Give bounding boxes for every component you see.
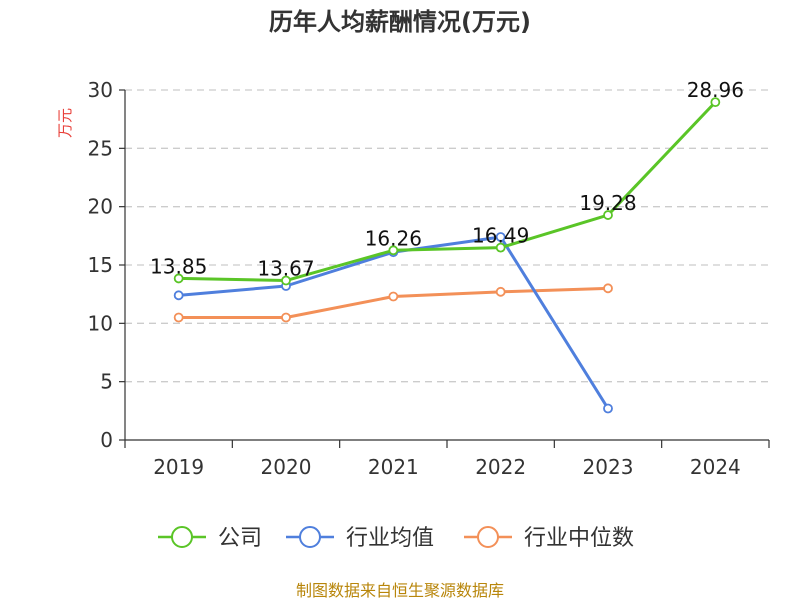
chart-title: 历年人均薪酬情况(万元) (269, 8, 531, 36)
x-tick-label: 2022 (475, 455, 526, 479)
x-tick-label: 2020 (261, 455, 312, 479)
x-tick-label: 2021 (368, 455, 419, 479)
data-point[interactable] (495, 286, 506, 297)
y-tick-label: 5 (100, 370, 113, 394)
series-lines (173, 97, 721, 414)
legend[interactable]: 公司 行业均值 行业中位数 (158, 526, 634, 551)
data-label: 16.49 (472, 224, 529, 248)
data-label: 19.28 (579, 191, 636, 215)
data-label: 28.96 (687, 78, 744, 102)
y-tick-label: 0 (100, 428, 113, 452)
legend-item[interactable]: 行业均值 (286, 526, 434, 551)
data-point[interactable] (173, 273, 184, 284)
legend-circle-marker (477, 526, 499, 548)
data-point[interactable] (603, 210, 613, 220)
data-point[interactable] (281, 275, 291, 286)
legend-item[interactable]: 公司 (158, 526, 262, 551)
data-point[interactable] (388, 245, 399, 256)
legend-circle-marker (171, 526, 193, 548)
grid-lines (125, 89, 769, 383)
x-tick-label: 2023 (583, 455, 634, 479)
x-tick-label: 2024 (690, 455, 741, 479)
data-point[interactable] (603, 283, 613, 294)
y-tick-label: 20 (88, 195, 113, 219)
data-point[interactable] (710, 97, 721, 108)
legend-label: 行业均值 (346, 526, 434, 551)
y-tick-label: 15 (88, 253, 113, 277)
y-axis-unit-label: 万元 (56, 108, 74, 138)
data-point[interactable] (281, 312, 291, 323)
data-point[interactable] (173, 312, 184, 323)
data-label: 13.85 (150, 254, 207, 278)
data-point[interactable] (495, 232, 506, 242)
data-point[interactable] (495, 242, 506, 253)
data-label: 16.26 (365, 226, 422, 250)
axes: 0 5 10 15 20 25 30 2019 2020 2021 2022 2023 2024 (88, 78, 770, 479)
x-tick-label: 2019 (153, 455, 204, 479)
legend-item[interactable]: 行业中位数 (464, 526, 634, 551)
source-note: 制图数据来自恒生聚源数据库 (296, 581, 504, 600)
legend-label: 行业中位数 (524, 526, 634, 551)
series-line (177, 100, 717, 283)
data-point[interactable] (603, 403, 613, 414)
data-label: 13.67 (257, 257, 314, 281)
y-tick-label: 10 (88, 311, 113, 335)
data-labels: 13.85 13.67 16.26 16.49 19.28 28.96 (150, 78, 744, 280)
data-point[interactable] (173, 290, 184, 301)
y-tick-label: 25 (88, 136, 113, 160)
y-tick-label: 30 (88, 78, 113, 102)
data-point[interactable] (388, 291, 399, 302)
legend-circle-marker (299, 526, 321, 548)
legend-label: 公司 (218, 526, 262, 551)
